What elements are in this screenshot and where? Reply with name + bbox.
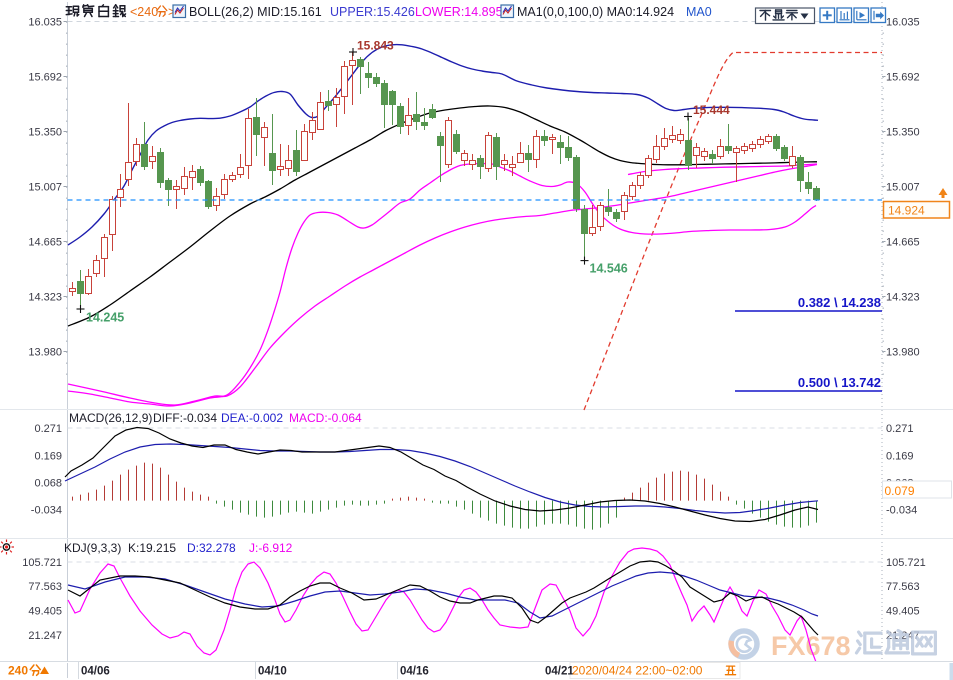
svg-text:LOWER:14.895: LOWER:14.895 — [415, 5, 503, 19]
svg-text:0.500 \ 13.742: 0.500 \ 13.742 — [798, 375, 881, 390]
svg-text:15.843: 15.843 — [357, 39, 394, 53]
svg-text:105.721: 105.721 — [22, 557, 62, 569]
svg-text:-0.034: -0.034 — [886, 505, 917, 517]
svg-text:15.007: 15.007 — [886, 182, 920, 194]
svg-text:77.563: 77.563 — [886, 581, 920, 593]
svg-text:105.721: 105.721 — [886, 557, 926, 569]
svg-text:13.980: 13.980 — [28, 347, 62, 359]
svg-text:15.350: 15.350 — [28, 127, 62, 139]
svg-text:14.665: 14.665 — [886, 237, 920, 249]
svg-text:16.035: 16.035 — [886, 17, 920, 29]
svg-text:49.405: 49.405 — [886, 606, 920, 618]
svg-text:14.924: 14.924 — [888, 204, 925, 218]
svg-text:04/06: 04/06 — [81, 666, 110, 678]
svg-text:KDJ(9,3,3): KDJ(9,3,3) — [64, 541, 121, 555]
svg-text:04/21: 04/21 — [545, 666, 574, 678]
svg-text:15.444: 15.444 — [693, 103, 730, 117]
svg-text:14.245: 14.245 — [86, 311, 124, 325]
svg-text:0.169: 0.169 — [34, 450, 62, 462]
svg-text:DEA:-0.002: DEA:-0.002 — [221, 411, 283, 425]
svg-text:15.007: 15.007 — [28, 182, 62, 194]
svg-text:0.382 \ 14.238: 0.382 \ 14.238 — [798, 295, 881, 310]
svg-text:DIFF:-0.034: DIFF:-0.034 — [153, 411, 217, 425]
svg-text:UPPER:15.426: UPPER:15.426 — [330, 5, 415, 19]
svg-text:BOLL(26,2) MID:15.161: BOLL(26,2) MID:15.161 — [189, 5, 322, 19]
svg-text:0.271: 0.271 — [34, 423, 62, 435]
svg-text:14.323: 14.323 — [28, 292, 62, 304]
svg-text:MA0: MA0 — [686, 5, 712, 19]
svg-text:MACD:-0.064: MACD:-0.064 — [289, 411, 362, 425]
svg-text:-0.034: -0.034 — [31, 505, 62, 517]
svg-text:K:19.215: K:19.215 — [128, 541, 176, 555]
svg-text:J:-6.912: J:-6.912 — [249, 541, 293, 555]
svg-text:16.035: 16.035 — [28, 17, 62, 29]
svg-text:15.350: 15.350 — [886, 127, 920, 139]
svg-text:<240: <240 — [130, 5, 158, 19]
svg-text:240: 240 — [8, 664, 28, 678]
svg-text:MACD(26,12,9): MACD(26,12,9) — [69, 411, 152, 425]
svg-text:>: > — [168, 5, 175, 19]
svg-text:14.546: 14.546 — [590, 262, 628, 276]
svg-text:04/10: 04/10 — [258, 666, 287, 678]
svg-text:21.247: 21.247 — [28, 630, 62, 642]
svg-text:0.079: 0.079 — [885, 484, 915, 498]
svg-text:2020/04/24 22:00~02:00: 2020/04/24 22:00~02:00 — [572, 664, 703, 678]
svg-text:0.169: 0.169 — [886, 450, 914, 462]
svg-text:0.271: 0.271 — [886, 423, 914, 435]
svg-text:MA1(0,0,100,0) MA0:14.924: MA1(0,0,100,0) MA0:14.924 — [517, 5, 674, 19]
svg-text:0.068: 0.068 — [34, 478, 62, 490]
svg-text:04/16: 04/16 — [400, 666, 429, 678]
svg-text:D:32.278: D:32.278 — [187, 541, 236, 555]
svg-text:77.563: 77.563 — [28, 581, 62, 593]
svg-text:15.692: 15.692 — [28, 72, 62, 84]
svg-text:14.665: 14.665 — [28, 237, 62, 249]
svg-text:15.692: 15.692 — [886, 72, 920, 84]
svg-text:14.323: 14.323 — [886, 292, 920, 304]
svg-text:49.405: 49.405 — [28, 606, 62, 618]
svg-text:13.980: 13.980 — [886, 347, 920, 359]
